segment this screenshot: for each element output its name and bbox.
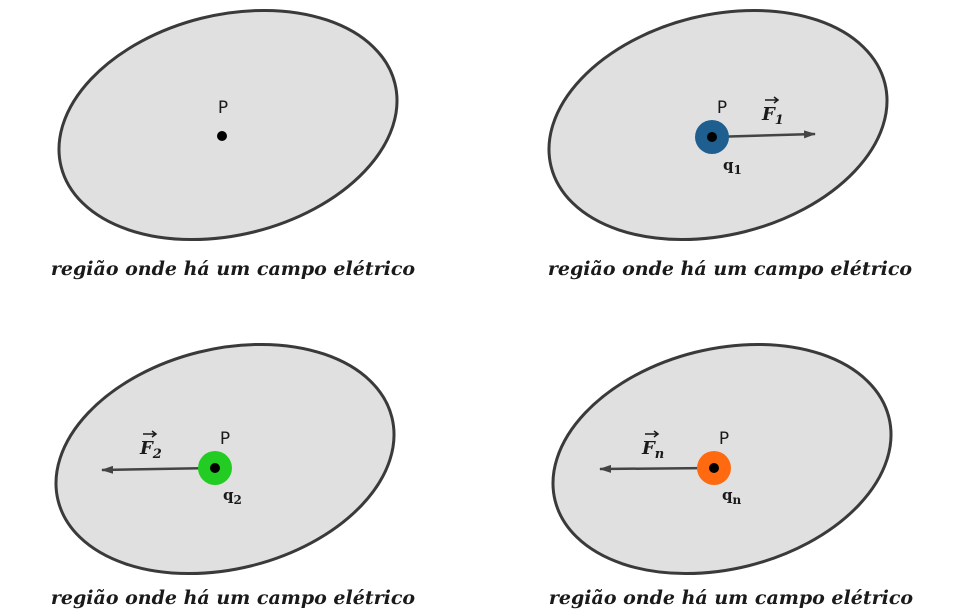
point-p bbox=[210, 463, 220, 473]
force-arrow-f2 bbox=[101, 465, 216, 474]
force-arrow-f1 bbox=[711, 130, 816, 139]
point-p bbox=[707, 132, 717, 142]
force-arrow-fn bbox=[599, 464, 715, 473]
point-p bbox=[217, 131, 227, 141]
force-symbol: F bbox=[761, 104, 776, 125]
charge-subscript: 2 bbox=[234, 493, 242, 507]
point-p-label: P bbox=[717, 98, 727, 118]
force-subscript: 2 bbox=[152, 447, 162, 462]
field-region bbox=[57, 8, 399, 242]
point-p-label: P bbox=[218, 98, 228, 118]
point-p-label: P bbox=[719, 429, 729, 449]
panel-3: P F2 q2 região onde há um campo elétrico bbox=[51, 342, 415, 609]
vector-arrow-icon bbox=[143, 430, 158, 438]
charge-subscript: n bbox=[733, 493, 742, 507]
force-label-f1: F1 bbox=[761, 104, 784, 128]
force-symbol: F bbox=[641, 438, 656, 459]
charge-symbol: q bbox=[223, 486, 234, 504]
vector-arrow-icon bbox=[765, 96, 780, 104]
charge-symbol: q bbox=[722, 486, 733, 504]
charge-symbol: q bbox=[723, 156, 734, 174]
panel-1: P região onde há um campo elétrico bbox=[51, 8, 415, 280]
vector-arrow-icon bbox=[645, 430, 660, 438]
force-subscript: 1 bbox=[775, 113, 784, 128]
charge-subscript: 1 bbox=[734, 163, 742, 177]
point-p-label: P bbox=[220, 429, 230, 449]
force-symbol: F bbox=[139, 438, 154, 459]
force-label-fn: Fn bbox=[641, 438, 664, 462]
panel-2: P F1 q1 região onde há um campo elétrico bbox=[547, 8, 912, 280]
panel-4: P Fn qn região onde há um campo elétrico bbox=[549, 342, 913, 609]
panel-caption: região onde há um campo elétrico bbox=[548, 258, 912, 280]
panel-caption: região onde há um campo elétrico bbox=[549, 587, 913, 609]
point-p bbox=[709, 463, 719, 473]
charge-label-q1: q1 bbox=[723, 156, 742, 177]
force-subscript: n bbox=[655, 447, 664, 462]
force-label-f2: F2 bbox=[139, 438, 162, 462]
panel-caption: região onde há um campo elétrico bbox=[51, 587, 415, 609]
panel-caption: região onde há um campo elétrico bbox=[51, 258, 415, 280]
charge-label-q2: q2 bbox=[223, 486, 242, 507]
charge-label-qn: qn bbox=[722, 486, 742, 507]
